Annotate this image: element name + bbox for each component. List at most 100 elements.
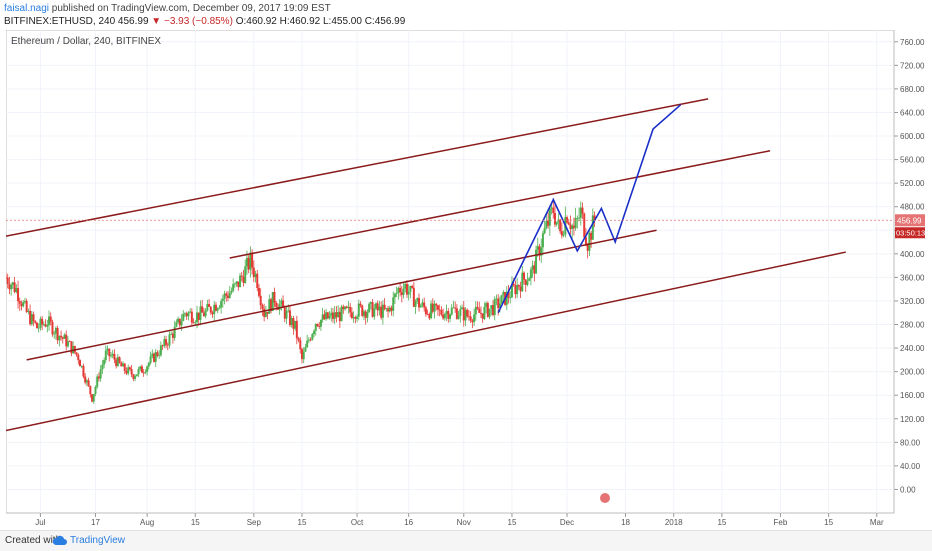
drawings[interactable] — [5, 98, 846, 432]
candle-148 — [259, 288, 262, 310]
candle-320 — [555, 221, 558, 227]
candle-116 — [204, 308, 207, 319]
candle-219 — [381, 300, 384, 325]
candle-225 — [392, 291, 395, 317]
candle-270 — [469, 311, 472, 324]
author-link[interactable]: faisal.nagi — [4, 3, 50, 14]
y-tick-label: 80.00 — [900, 438, 921, 447]
channel-line-3[interactable] — [5, 251, 846, 432]
y-tick-label: 400.00 — [900, 250, 925, 259]
candle-180 — [314, 323, 317, 336]
candle-10 — [22, 299, 25, 308]
candle-126 — [221, 294, 224, 308]
candle-197 — [344, 305, 347, 311]
candle-155 — [271, 291, 274, 312]
y-tick-label: 760.00 — [900, 38, 925, 47]
candle-316 — [548, 206, 551, 236]
candle-147 — [257, 283, 260, 298]
candle-274 — [476, 301, 479, 311]
candle-109 — [192, 318, 195, 324]
candle-103 — [182, 310, 185, 322]
candle-232 — [404, 281, 407, 293]
x-tick-label: 15 — [298, 518, 307, 527]
candle-313 — [543, 220, 546, 235]
candle-96 — [170, 331, 173, 335]
candle-284 — [493, 296, 496, 321]
candle-119 — [209, 305, 212, 315]
candle-150 — [263, 303, 266, 322]
chart-area[interactable]: 760.00 720.00 680.00 640.00 600.00 560.00 520.… — [5, 29, 926, 530]
candle-19 — [37, 323, 40, 333]
candle-73 — [130, 365, 133, 378]
y-axis[interactable]: 760.00 720.00 680.00 640.00 600.00 560.00 520.… — [894, 38, 925, 495]
candle-228 — [397, 286, 400, 300]
candle-230 — [400, 285, 403, 303]
candle-24 — [46, 319, 49, 333]
candle-2 — [8, 276, 11, 295]
candle-236 — [411, 284, 414, 289]
candle-101 — [178, 318, 181, 328]
candle-188 — [328, 311, 331, 320]
candle-257 — [447, 308, 450, 323]
candle-142 — [249, 246, 252, 278]
x-tick-label: Feb — [774, 518, 788, 527]
candle-240 — [418, 293, 421, 312]
candle-22 — [42, 321, 45, 327]
x-tick-label: Nov — [457, 518, 471, 527]
channel-line-0[interactable] — [5, 98, 709, 237]
tradingview-brand[interactable]: TradingView — [70, 535, 126, 546]
candle-333 — [578, 207, 581, 222]
candle-202 — [352, 311, 355, 323]
candle-81 — [144, 369, 147, 375]
candle-209 — [364, 309, 367, 325]
candle-237 — [412, 281, 415, 308]
price-chart[interactable]: 760.00 720.00 680.00 640.00 600.00 560.00 520.… — [5, 29, 926, 530]
y-tick-label: 320.00 — [900, 297, 925, 306]
candle-8 — [18, 297, 21, 311]
flag-icon[interactable] — [600, 493, 610, 503]
candle-45 — [82, 363, 85, 379]
candle-99 — [175, 319, 178, 328]
created-with-label: Created with — [5, 535, 62, 546]
candle-98 — [173, 320, 176, 341]
channel-line-2[interactable] — [26, 229, 657, 361]
candle-120 — [211, 310, 214, 318]
candle-53 — [96, 374, 99, 389]
candle-21 — [41, 315, 44, 331]
candle-235 — [409, 285, 412, 299]
candle-339 — [588, 227, 591, 256]
candle-245 — [426, 309, 429, 316]
candle-193 — [337, 305, 340, 318]
candle-122 — [214, 302, 217, 312]
candle-221 — [385, 308, 388, 312]
x-tick-label: Oct — [351, 518, 364, 527]
candle-37 — [68, 340, 71, 343]
candle-231 — [402, 282, 405, 299]
candle-174 — [304, 343, 307, 352]
candle-241 — [419, 303, 422, 308]
candle-89 — [158, 350, 161, 360]
candle-251 — [436, 304, 439, 316]
candle-118 — [208, 298, 211, 307]
candle-6 — [15, 284, 18, 294]
channel-line-1[interactable] — [229, 150, 771, 259]
candle-216 — [376, 300, 379, 317]
candle-117 — [206, 299, 209, 312]
candle-324 — [562, 230, 565, 238]
candle-280 — [486, 301, 489, 318]
candle-233 — [405, 280, 408, 298]
chart-header: faisal.nagi published on TradingView.com… — [0, 0, 932, 30]
candle-43 — [79, 359, 81, 367]
candle-323 — [560, 222, 563, 239]
candle-292 — [507, 285, 510, 304]
candle-224 — [390, 305, 393, 316]
candle-220 — [383, 298, 386, 311]
candle-308 — [535, 245, 538, 274]
zigzag-pattern-line[interactable] — [497, 104, 682, 314]
x-axis[interactable]: Jul 17 Aug 15 Sep 15 Oct 16 Nov 15 Dec 18 2018 15 Feb 1… — [35, 513, 884, 527]
candle-33 — [61, 336, 64, 344]
flag-marker[interactable] — [600, 493, 610, 503]
candle-304 — [528, 276, 531, 281]
candle-15 — [30, 311, 33, 326]
candle-285 — [495, 294, 498, 306]
